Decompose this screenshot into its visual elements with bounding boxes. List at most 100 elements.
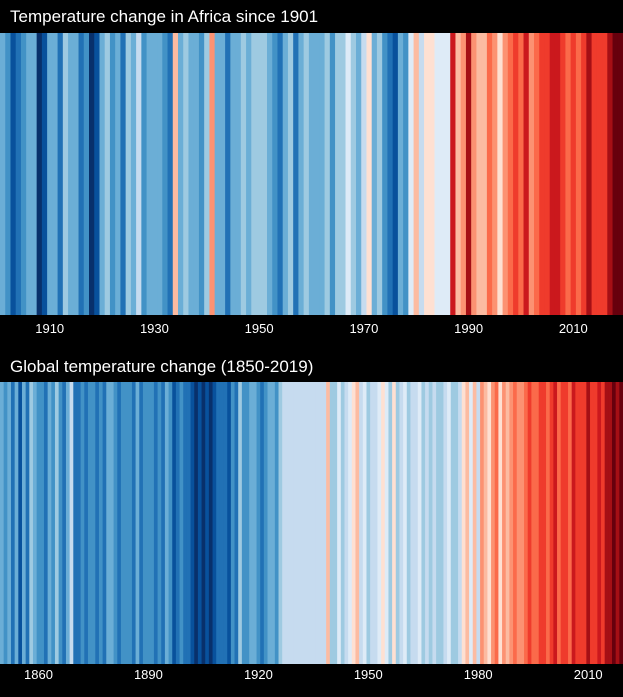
stripe-1997 — [538, 382, 543, 664]
stripe-1948 — [246, 33, 252, 315]
stripe-1935 — [178, 33, 184, 315]
stripe-1889 — [142, 382, 148, 664]
stripe-1982 — [424, 33, 430, 315]
stripe-2014 — [601, 382, 606, 664]
stripe-1947 — [240, 33, 247, 315]
stripe-1938 — [322, 382, 327, 664]
stripe-1944 — [344, 382, 349, 664]
stripe-1883 — [120, 382, 126, 664]
stripe-1932 — [300, 382, 305, 664]
stripe-1961 — [314, 33, 320, 315]
stripe-1932 — [162, 33, 169, 315]
stripe-1956 — [287, 33, 294, 315]
stripe-1860 — [36, 382, 41, 664]
stripe-1982 — [483, 382, 489, 664]
stripe-1991 — [471, 33, 478, 315]
x-tick-label: 1950 — [245, 321, 274, 336]
stripe-1870 — [73, 382, 78, 664]
stripe-1986 — [498, 382, 503, 664]
stripe-1916 — [78, 33, 85, 315]
stripe-2000 — [518, 33, 525, 315]
stripe-2006 — [549, 33, 556, 315]
x-tick-label: 2010 — [559, 321, 588, 336]
stripe-1909 — [216, 382, 221, 664]
stripe-1898 — [175, 382, 181, 664]
stripe-1948 — [359, 382, 364, 664]
stripe-1910 — [219, 382, 225, 664]
stripe-1955 — [282, 33, 289, 315]
stripe-1957 — [293, 33, 300, 315]
stripe-1968 — [432, 382, 437, 664]
stripe-1923 — [267, 382, 272, 664]
stripe-1937 — [188, 33, 195, 315]
stripe-1964 — [329, 33, 336, 315]
stripe-1896 — [168, 382, 173, 664]
stripe-2015 — [596, 33, 603, 315]
stripe-1874 — [87, 382, 93, 664]
stripe-1974 — [454, 382, 459, 664]
stripe-1913 — [62, 33, 69, 315]
stripe-1959 — [303, 33, 310, 315]
stripe-1977 — [397, 33, 404, 315]
warming-stripes-africa: 1910 1930 1950 1970 1990 2010 — [0, 33, 623, 336]
x-tick-label: 1980 — [464, 667, 493, 682]
stripe-1865 — [54, 382, 60, 664]
stripe-1899 — [179, 382, 184, 664]
stripe-1949 — [362, 382, 368, 664]
stripe-1994 — [527, 382, 532, 664]
x-tick-label: 2010 — [574, 667, 603, 682]
stripe-1914 — [68, 33, 74, 315]
stripe-1958 — [298, 33, 305, 315]
stripe-1856 — [21, 382, 27, 664]
stripe-1987 — [502, 382, 507, 664]
stripe-1968 — [350, 33, 357, 315]
stripe-1962 — [410, 382, 415, 664]
stripe-1900 — [183, 382, 188, 664]
stripe-1956 — [388, 382, 393, 664]
stripe-1877 — [98, 382, 104, 664]
stripe-1973 — [450, 382, 456, 664]
stripe-1858 — [29, 382, 34, 664]
stripe-1970 — [439, 382, 445, 664]
stripe-1959 — [399, 382, 404, 664]
stripe-1873 — [84, 382, 89, 664]
stripe-2011 — [590, 382, 595, 664]
stripe-1915 — [73, 33, 80, 315]
stripe-1879 — [106, 382, 111, 664]
stripe-2010 — [570, 33, 577, 315]
stripe-1928 — [141, 33, 148, 315]
stripe-1923 — [115, 33, 122, 315]
stripe-1965 — [335, 33, 341, 315]
stripe-1949 — [251, 33, 258, 315]
stripe-1854 — [14, 382, 19, 664]
stripe-1908 — [36, 33, 43, 315]
stripe-1973 — [376, 33, 383, 315]
stripe-1975 — [387, 33, 394, 315]
stripe-1927 — [282, 382, 287, 664]
stripe-1852 — [7, 382, 12, 664]
stripe-1969 — [436, 382, 441, 664]
stripe-1970 — [361, 33, 368, 315]
stripe-1938 — [193, 33, 200, 315]
stripe-1926 — [278, 382, 283, 664]
stripe-1989 — [460, 33, 467, 315]
stripe-1966 — [425, 382, 430, 664]
stripe-1991 — [516, 382, 521, 664]
stripe-1984 — [434, 33, 441, 315]
stripe-1853 — [10, 382, 16, 664]
stripe-2007 — [575, 382, 580, 664]
chart-title-global: Global temperature change (1850-2019) — [10, 357, 314, 376]
stripe-1999 — [513, 33, 519, 315]
stripe-1925 — [274, 382, 280, 664]
stripe-1971 — [443, 382, 448, 664]
stripe-1940 — [204, 33, 211, 315]
stripe-1963 — [324, 33, 331, 315]
stripe-1930 — [151, 33, 158, 315]
stripe-1989 — [509, 382, 514, 664]
stripe-1902 — [190, 382, 195, 664]
stripe-1936 — [183, 33, 190, 315]
stripe-2000 — [549, 382, 554, 664]
stripe-1924 — [120, 33, 127, 315]
stripe-2004 — [539, 33, 546, 315]
stripe-1990 — [513, 382, 518, 664]
